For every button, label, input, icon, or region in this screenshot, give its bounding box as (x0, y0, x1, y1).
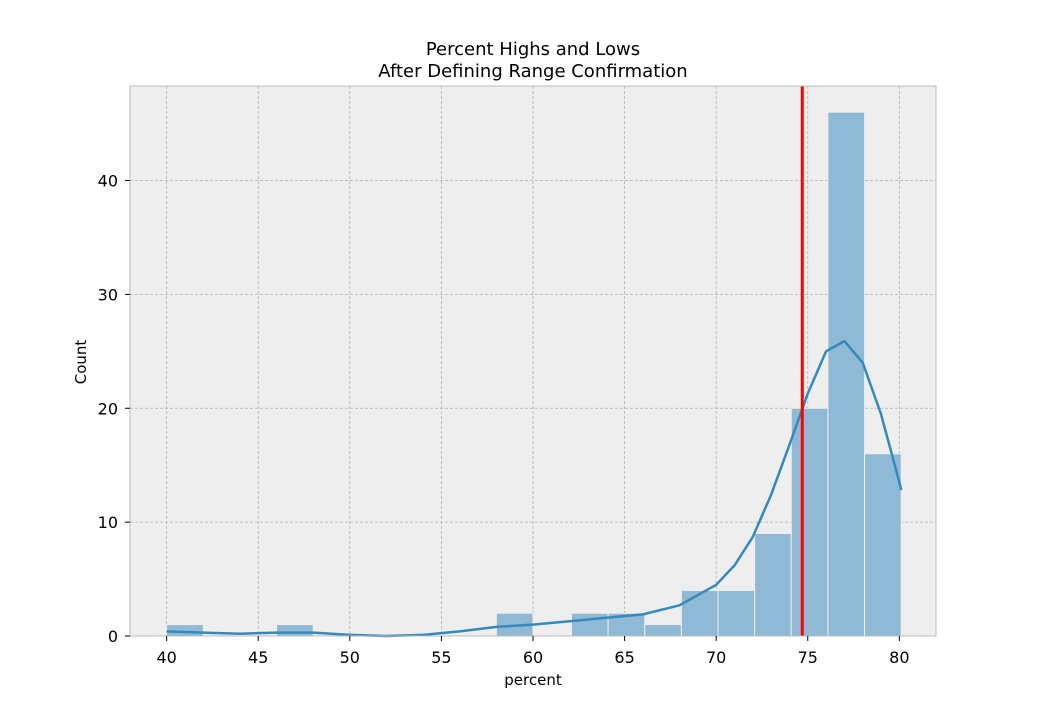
histogram-bar (680, 589, 719, 637)
y-tick-label: 10 (98, 513, 118, 532)
y-tick-label: 40 (98, 172, 118, 191)
x-tick-label: 45 (248, 648, 268, 667)
histogram-bar (790, 407, 829, 637)
x-tick-label: 65 (614, 648, 634, 667)
x-tick-label: 60 (523, 648, 543, 667)
y-tick-label: 30 (98, 285, 118, 304)
kde-curve (166, 339, 903, 638)
histogram-bar (864, 453, 902, 637)
x-tick-label: 70 (706, 648, 726, 667)
y-tick-label: 0 (108, 627, 118, 646)
x-tick-label: 50 (340, 648, 360, 667)
histogram-bar (754, 533, 792, 637)
histogram-bar (276, 624, 314, 637)
x-tick-label: 40 (156, 648, 176, 667)
histogram-bar (827, 111, 866, 637)
histogram-bars (166, 111, 902, 637)
x-axis-label: percent (504, 671, 562, 689)
x-tick-label: 55 (431, 648, 451, 667)
histogram-bar (644, 624, 682, 637)
chart-title-line-1: Percent Highs and Lows (426, 39, 640, 60)
y-axis-label: Count (72, 340, 90, 385)
x-tick-label: 80 (889, 648, 909, 667)
histogram-bar (166, 624, 204, 637)
axis-ticks: 40 45 50 55 60 65 70 75 80 0 10 20 30 40 (98, 172, 910, 667)
x-tick-label: 75 (798, 648, 818, 667)
histogram-bar (570, 612, 609, 637)
y-tick-label: 20 (98, 399, 118, 418)
histogram-bar (717, 589, 756, 637)
chart-title-line-2: After Defining Range Confirmation (378, 61, 687, 82)
